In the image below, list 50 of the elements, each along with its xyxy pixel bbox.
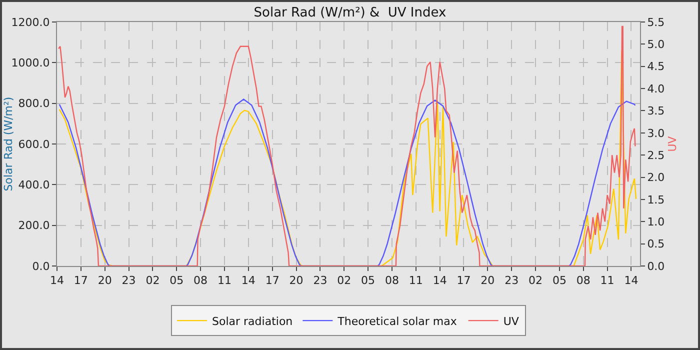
x-tick-label: 14	[432, 274, 447, 288]
y2-tick-label: 2.0	[647, 171, 665, 184]
x-tick-label: 14	[241, 274, 256, 288]
legend-label: UV	[503, 314, 520, 328]
x-tick-label: 05	[361, 274, 376, 288]
x-tick-label: 14	[50, 274, 64, 288]
chart-title: Solar Rad (W/m²) & UV Index	[254, 5, 447, 20]
y-tick-label: 400.0	[18, 178, 50, 192]
x-tick-label: 02	[528, 274, 543, 288]
x-tick-label: 11	[600, 274, 614, 288]
x-tick-label: 23	[504, 274, 519, 288]
y-tick-label: 200.0	[18, 219, 50, 232]
x-tick-label: 20	[480, 274, 495, 288]
y2-tick-label: 0.0	[647, 260, 665, 273]
y2-tick-label: 4.5	[647, 60, 665, 74]
x-tick-label: 17	[74, 274, 88, 288]
y2-tick-label: 1.5	[647, 193, 665, 206]
x-tick-label: 11	[408, 274, 423, 288]
y2-tick-label: 3.0	[647, 126, 665, 140]
x-tick-label: 08	[576, 274, 590, 288]
x-tick-label: 17	[265, 274, 280, 288]
x-tick-label: 23	[122, 274, 136, 288]
x-tick-label: 08	[384, 274, 399, 288]
y2-tick-label: 5.0	[647, 38, 665, 52]
y2-tick-label: 3.5	[647, 104, 665, 118]
y2-tick-label: 4.0	[647, 82, 665, 96]
x-tick-label: 05	[170, 274, 184, 288]
legend-label: Solar radiation	[212, 314, 293, 328]
y-tick-label: 1200.0	[11, 16, 50, 29]
x-tick-label: 14	[624, 274, 638, 288]
x-tick-label: 02	[146, 274, 160, 288]
y-axis-title: Solar Rad (W/m²)	[2, 96, 15, 192]
y-tick-label: 1000.0	[11, 56, 50, 70]
x-tick-label: 08	[194, 274, 208, 288]
x-tick-label: 23	[313, 274, 328, 288]
x-tick-label: 02	[337, 274, 352, 288]
y-tick-label: 600.0	[18, 138, 50, 151]
x-tick-label: 20	[98, 274, 112, 288]
y-tick-label: 0.0	[32, 260, 50, 273]
legend-label: Theoretical solar max	[336, 314, 458, 328]
y-tick-label: 800.0	[18, 97, 50, 110]
x-tick-label: 05	[552, 274, 566, 288]
x-tick-label: 20	[289, 274, 304, 288]
y2-tick-label: 1.0	[647, 215, 665, 228]
y2-tick-label: 2.5	[647, 148, 665, 162]
y2-axis-title: UV	[666, 136, 679, 152]
y2-tick-label: 5.5	[647, 16, 665, 29]
x-tick-label: 11	[217, 274, 232, 288]
x-tick-label: 17	[456, 274, 471, 288]
y2-tick-label: 0.5	[647, 238, 665, 251]
